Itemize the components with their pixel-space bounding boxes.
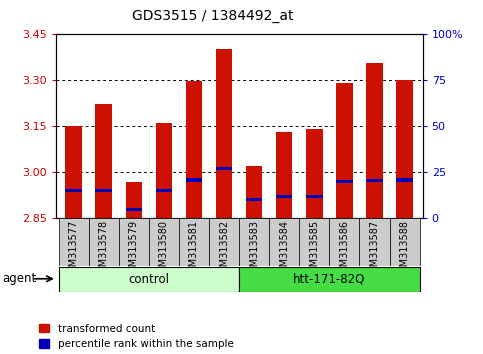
Bar [149, 218, 179, 266]
Text: GDS3515 / 1384492_at: GDS3515 / 1384492_at [132, 9, 293, 23]
Bar [239, 267, 420, 292]
Bar [156, 189, 172, 192]
Text: GSM313579: GSM313579 [129, 220, 139, 279]
Bar [246, 198, 262, 201]
Bar [396, 80, 413, 218]
Bar [396, 178, 413, 182]
Bar [336, 83, 353, 218]
Bar [276, 195, 293, 198]
Bar [58, 267, 239, 292]
Bar [58, 218, 89, 266]
Bar [126, 207, 142, 211]
Bar [276, 132, 293, 218]
Bar [216, 49, 232, 218]
Text: GSM313588: GSM313588 [399, 220, 410, 279]
Text: control: control [128, 273, 170, 286]
Bar [329, 218, 359, 266]
Text: GSM313581: GSM313581 [189, 220, 199, 279]
Bar [126, 182, 142, 218]
Bar [119, 218, 149, 266]
Text: GSM313584: GSM313584 [279, 220, 289, 279]
Bar [306, 129, 323, 218]
Bar [336, 180, 353, 183]
Bar [299, 218, 329, 266]
Text: GSM313583: GSM313583 [249, 220, 259, 279]
Text: GSM313578: GSM313578 [99, 220, 109, 279]
Bar [185, 81, 202, 218]
Bar [216, 167, 232, 170]
Text: GSM313586: GSM313586 [340, 220, 349, 279]
Bar [306, 195, 323, 198]
Legend: transformed count, percentile rank within the sample: transformed count, percentile rank withi… [39, 324, 234, 349]
Bar [209, 218, 239, 266]
Bar [366, 179, 383, 182]
Bar [96, 189, 112, 192]
Bar [65, 189, 82, 192]
Text: agent: agent [2, 272, 37, 285]
Text: htt-171-82Q: htt-171-82Q [293, 273, 366, 286]
Bar [246, 166, 262, 218]
Text: GSM313580: GSM313580 [159, 220, 169, 279]
Bar [366, 63, 383, 218]
Text: GSM313585: GSM313585 [309, 220, 319, 279]
Bar [179, 218, 209, 266]
Bar [156, 122, 172, 218]
Text: GSM313582: GSM313582 [219, 220, 229, 279]
Bar [359, 218, 389, 266]
Text: GSM313587: GSM313587 [369, 220, 380, 279]
Bar [65, 126, 82, 218]
Bar [185, 178, 202, 182]
Text: GSM313577: GSM313577 [69, 220, 79, 279]
Bar [239, 218, 269, 266]
Bar [96, 104, 112, 218]
Bar [89, 218, 119, 266]
Bar [389, 218, 420, 266]
Bar [269, 218, 299, 266]
